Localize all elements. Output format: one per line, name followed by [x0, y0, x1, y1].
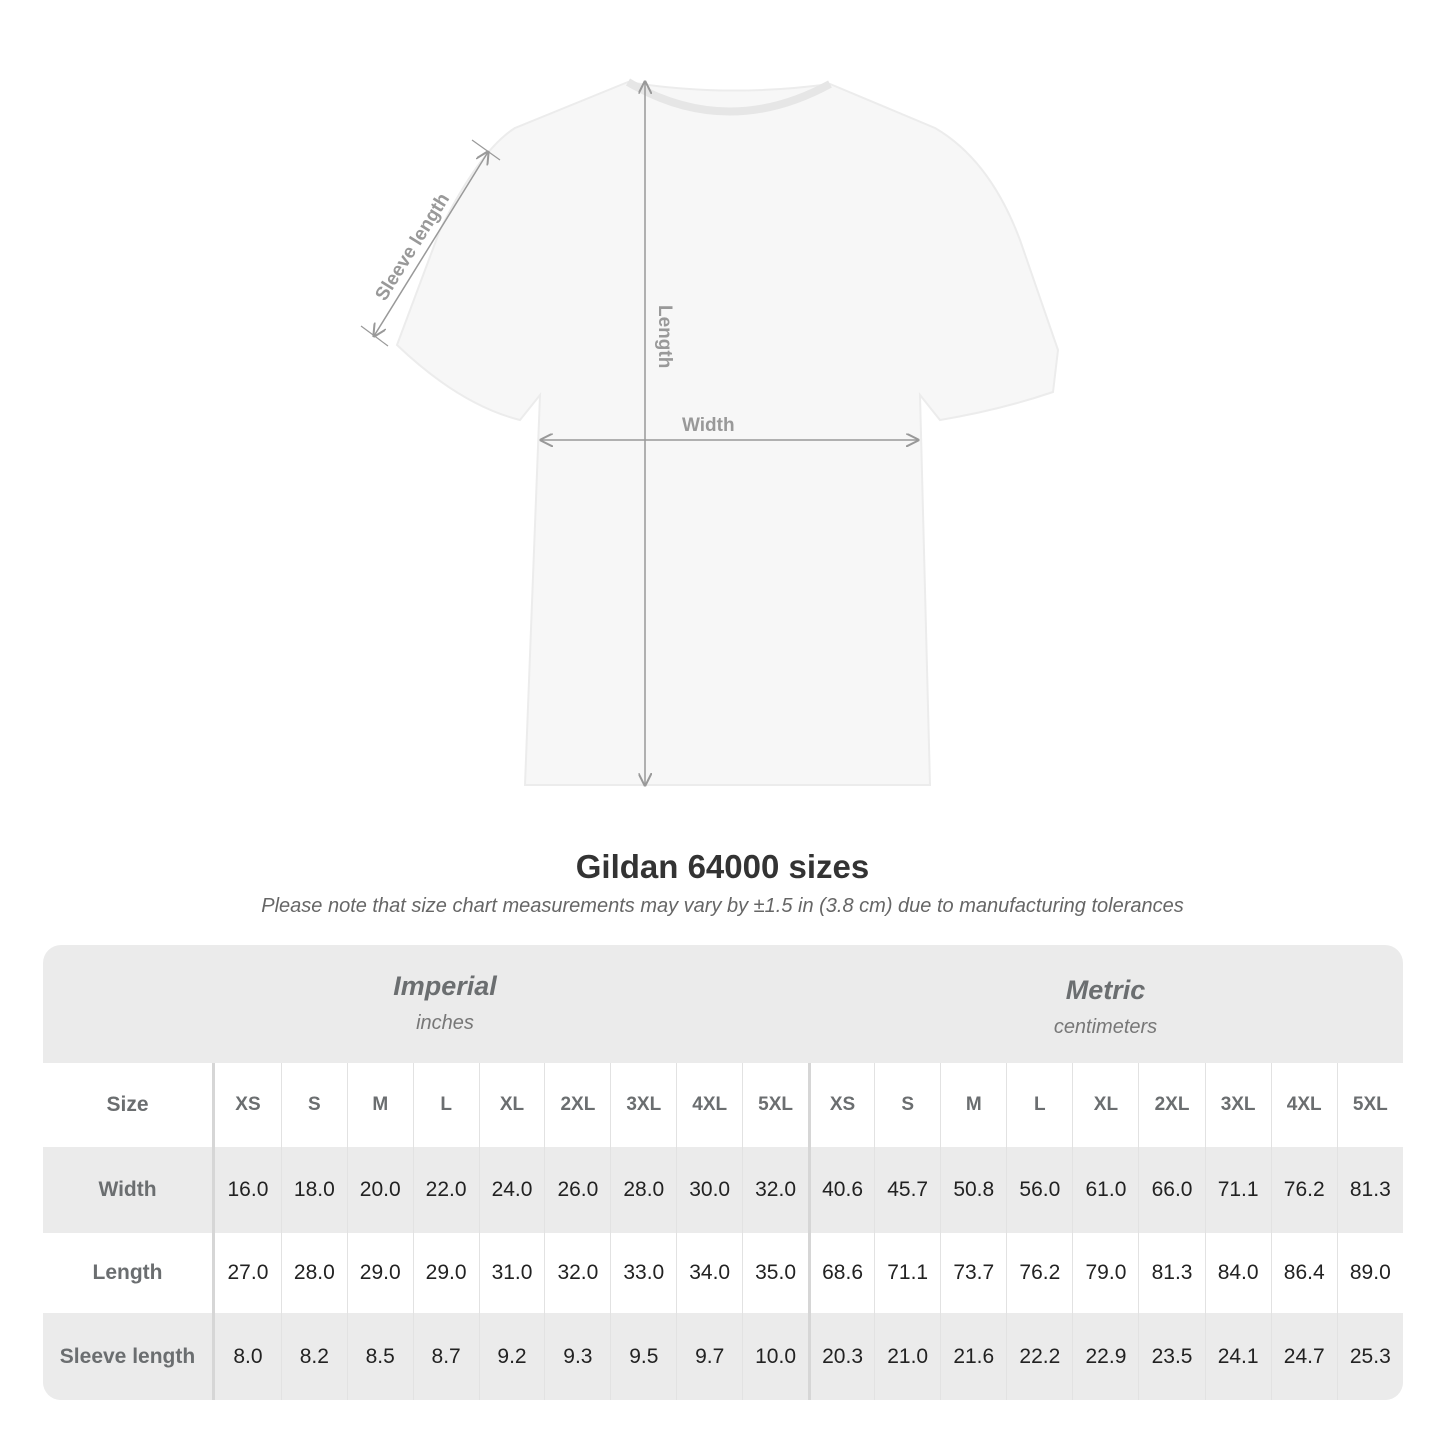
size-header-cell: L: [1006, 1063, 1072, 1147]
table-cell: 28.0: [280, 1233, 347, 1313]
table-cell: 56.0: [1006, 1147, 1072, 1233]
table-cell: 21.0: [874, 1313, 940, 1400]
table-cell: 68.6: [808, 1233, 874, 1313]
size-header-cell: 4XL: [1270, 1063, 1337, 1147]
row-label: Width: [43, 1147, 215, 1233]
size-header-cell: 2XL: [1138, 1063, 1204, 1147]
table-cell: 61.0: [1072, 1147, 1138, 1233]
table-cell: 71.1: [1204, 1147, 1271, 1233]
metric-header: Metric centimeters: [808, 945, 1403, 1093]
table-cell: 20.3: [808, 1313, 874, 1400]
table-cell: 29.0: [412, 1233, 479, 1313]
table-cell: 24.7: [1270, 1313, 1337, 1400]
table-cell: 8.7: [412, 1313, 479, 1400]
table-row: Sleeve length 8.0 8.2 8.5 8.7 9.2 9.3 9.5 9.7 10.…: [43, 1313, 1403, 1400]
table-cell: 40.6: [808, 1147, 874, 1233]
size-header-cell: XS: [808, 1063, 874, 1147]
table-cell: 50.8: [940, 1147, 1006, 1233]
table-cell: 81.3: [1138, 1233, 1204, 1313]
table-cell: 30.0: [676, 1147, 742, 1233]
width-label: Width: [682, 415, 735, 436]
table-cell: 76.2: [1270, 1147, 1337, 1233]
table-cell: 66.0: [1138, 1147, 1204, 1233]
table-cell: 9.2: [478, 1313, 545, 1400]
size-header-cell: 3XL: [610, 1063, 676, 1147]
table-cell: 86.4: [1270, 1233, 1337, 1313]
table-cell: 8.5: [346, 1313, 413, 1400]
table-cell: 22.0: [412, 1147, 479, 1233]
sleeve-arrow: [374, 152, 488, 336]
table-cell: 9.3: [544, 1313, 610, 1400]
table-cell: 84.0: [1204, 1233, 1271, 1313]
table-cell: 32.0: [544, 1233, 610, 1313]
table-cell: 73.7: [940, 1233, 1006, 1313]
table-cell: 10.0: [742, 1313, 808, 1400]
size-header-cell: S: [874, 1063, 940, 1147]
table-cell: 34.0: [676, 1233, 742, 1313]
table-row: Length 27.0 28.0 29.0 29.0 31.0 32.0 33.0 34.0 35…: [43, 1233, 1403, 1313]
table-cell: 35.0: [742, 1233, 808, 1313]
size-header-cell: L: [412, 1063, 479, 1147]
table-cell: 20.0: [346, 1147, 413, 1233]
row-label: Sleeve length: [43, 1313, 215, 1400]
size-header-cell: 5XL: [742, 1063, 808, 1147]
table-cell: 9.7: [676, 1313, 742, 1400]
imperial-unit: inches: [416, 1012, 474, 1034]
table-cell: 76.2: [1006, 1233, 1072, 1313]
table-cell: 27.0: [227, 1261, 269, 1284]
table-cell: 33.0: [610, 1233, 676, 1313]
size-header-cell: 2XL: [544, 1063, 610, 1147]
table-cell: 23.5: [1138, 1313, 1204, 1400]
table-cell: 31.0: [478, 1233, 545, 1313]
row-label: Length: [43, 1233, 215, 1313]
table-cell: 18.0: [280, 1147, 347, 1233]
size-header-cell: 3XL: [1204, 1063, 1271, 1147]
size-table: Imperial inches Metric centimeters Size X…: [43, 945, 1403, 1400]
table-cell: 22.2: [1006, 1313, 1072, 1400]
table-cell: 24.1: [1204, 1313, 1271, 1400]
imperial-header: Imperial inches: [215, 945, 675, 1089]
size-header-cell: 5XL: [1336, 1063, 1403, 1147]
size-header-cell: S: [280, 1063, 347, 1147]
tolerance-note: Please note that size chart measurements…: [261, 895, 1184, 917]
size-header-cell: XL: [478, 1063, 545, 1147]
table-cell: 9.5: [610, 1313, 676, 1400]
table-cell: 21.6: [940, 1313, 1006, 1400]
metric-label: Metric: [1065, 975, 1146, 1005]
table-cell: 32.0: [742, 1147, 808, 1233]
page-title: Gildan 64000 sizes: [575, 848, 870, 885]
size-header-cell: XL: [1072, 1063, 1138, 1147]
table-cell: 28.0: [610, 1147, 676, 1233]
row-label: Size: [43, 1063, 215, 1147]
size-header-cell: 4XL: [676, 1063, 742, 1147]
size-header-row: Size XS S M L XL 2XL 3XL 4XL 5XL XS S M L XL 2XL 3XL 4XL 5…: [43, 1063, 1403, 1147]
size-header-cell: XS: [235, 1094, 261, 1115]
size-header-cell: M: [940, 1063, 1006, 1147]
table-cell: 89.0: [1336, 1233, 1403, 1313]
table-cell: 25.3: [1336, 1313, 1403, 1400]
table-cell: 26.0: [544, 1147, 610, 1233]
metric-unit: centimeters: [1053, 1016, 1158, 1038]
table-cell: 16.0: [227, 1178, 269, 1201]
table-cell: 79.0: [1072, 1233, 1138, 1313]
table-cell: 29.0: [346, 1233, 413, 1313]
table-cell: 8.2: [280, 1313, 347, 1400]
imperial-label: Imperial: [393, 971, 497, 1001]
table-cell: 45.7: [874, 1147, 940, 1233]
table-row: Width 16.0 18.0 20.0 22.0 24.0 26.0 28.0 30.0 32.…: [43, 1147, 1403, 1233]
table-cell: 8.0: [233, 1344, 263, 1368]
table-cell: 22.9: [1072, 1313, 1138, 1400]
table-cell: 71.1: [874, 1233, 940, 1313]
table-cell: 24.0: [478, 1147, 545, 1233]
size-header-cell: M: [346, 1063, 413, 1147]
table-cell: 81.3: [1336, 1147, 1403, 1233]
tshirt-diagram: Sleeve length Length Width: [360, 78, 1060, 830]
length-label: Length: [654, 305, 675, 368]
